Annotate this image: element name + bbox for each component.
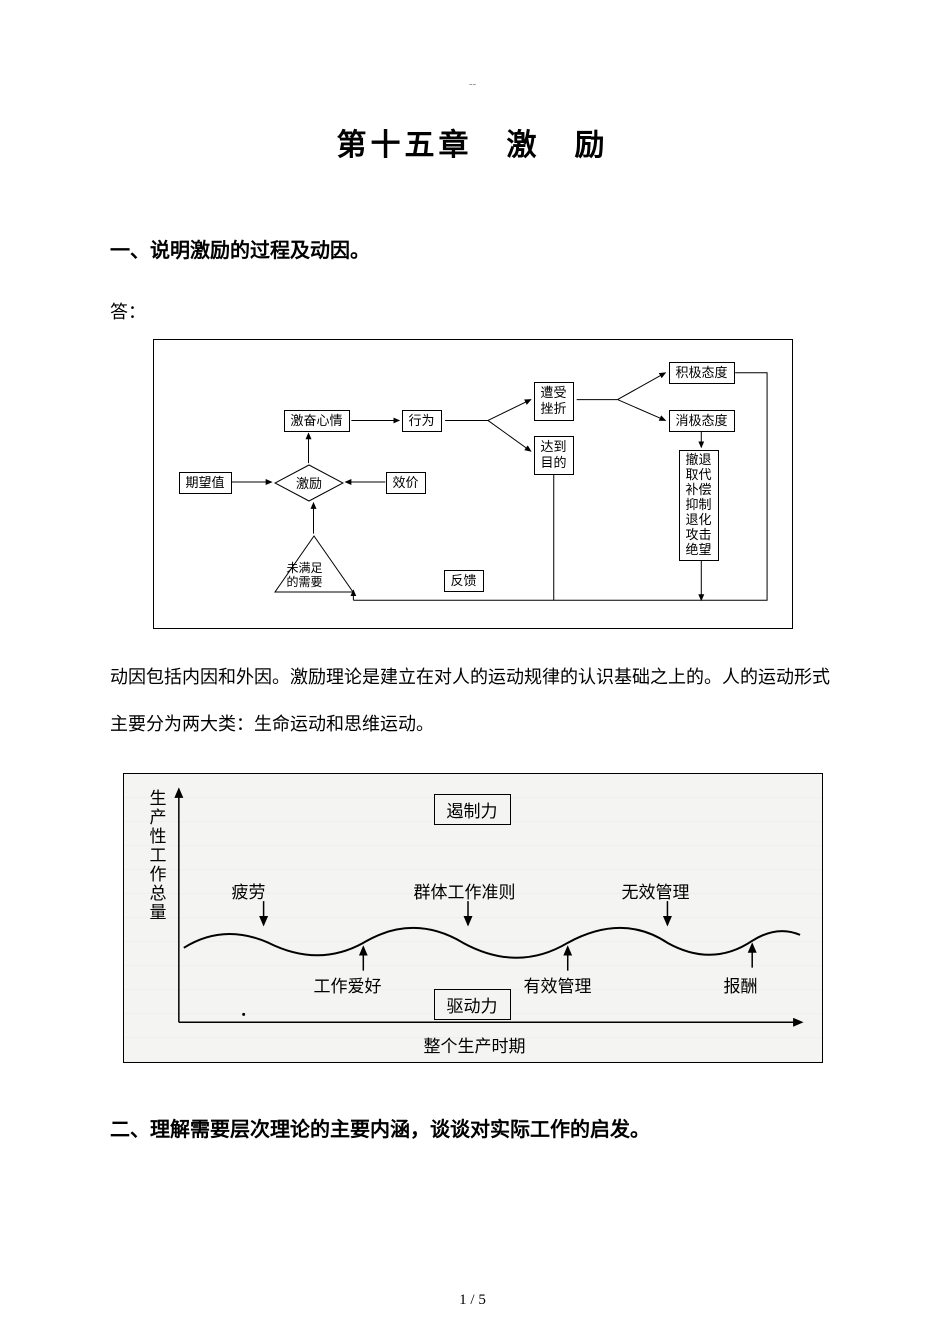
wave-upper-box: 遏制力	[434, 794, 511, 825]
node-motivate-label: 激励	[295, 476, 321, 491]
wave-up-label-2: 报酬	[724, 972, 758, 997]
wave-up-label-0: 工作爱好	[314, 972, 382, 997]
answer-label: 答：	[110, 298, 835, 324]
node-feedback: 反馈	[444, 570, 484, 592]
section-2-heading: 二、理解需要层次理论的主要内涵，谈谈对实际工作的启发。	[110, 1113, 835, 1142]
node-positive: 积极态度	[669, 362, 735, 384]
node-expect: 期望值	[179, 472, 232, 494]
node-unmet-label: 未满足 的需要	[287, 562, 323, 590]
wave-up-label-1: 有效管理	[524, 972, 592, 997]
node-setback: 遭受 挫折	[534, 382, 574, 421]
node-motivate: 激励	[274, 464, 344, 502]
chapter-title: 第十五章 激 励	[110, 120, 835, 164]
paragraph-1: 动因包括内因和外因。激励理论是建立在对人的运动规律的认识基础之上的。人的运动形式…	[110, 654, 835, 748]
node-excite: 激奋心情	[284, 410, 350, 432]
wave-diagram: 生产性工作总量 遏制力 驱动力 疲劳 群体工作准则 无效管理 工作爱好 有效管理…	[123, 773, 823, 1063]
wave-lower-box: 驱动力	[434, 989, 511, 1020]
wave-down-label-1: 群体工作准则	[414, 878, 516, 903]
motivation-flowchart: 期望值 激励 效价 激奋心情 行为 遭受 挫折 达到 目的 积极态度 消极态度 …	[153, 339, 793, 629]
section-1-heading: 一、说明激励的过程及动因。	[110, 234, 835, 263]
page-number: 1 / 5	[459, 1292, 486, 1309]
wave-down-label-0: 疲劳	[232, 878, 266, 903]
node-outcomes: 撤退 取代 补偿 抑制 退化 攻击 绝望	[679, 450, 719, 561]
wave-y-axis-label: 生产性工作总量	[144, 789, 169, 922]
node-negative: 消极态度	[669, 410, 735, 432]
wave-x-axis-label-2: 整个生产时期	[424, 1032, 526, 1057]
wave-down-label-2: 无效管理	[622, 878, 690, 903]
header-dash: --	[469, 78, 476, 90]
wave-path	[183, 928, 799, 958]
node-valence: 效价	[386, 472, 426, 494]
node-goal: 达到 目的	[534, 436, 574, 475]
node-behavior: 行为	[402, 410, 442, 432]
